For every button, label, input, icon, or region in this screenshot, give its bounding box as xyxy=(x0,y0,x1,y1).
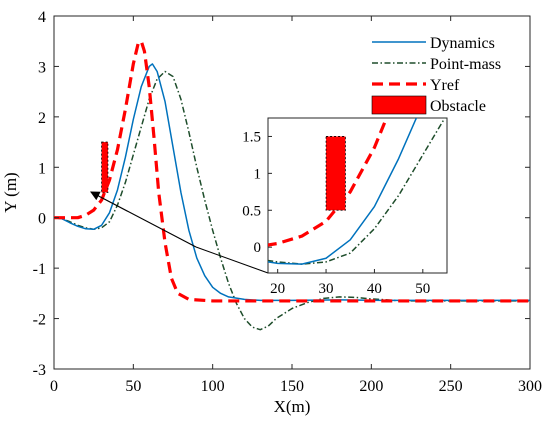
legend-label-yref: Yref xyxy=(430,77,460,94)
x-axis-ticks: 0 50 100 150 200 250 300 xyxy=(50,16,542,395)
main-series-layer xyxy=(54,39,530,331)
y-axis-label: Y (m) xyxy=(1,172,20,212)
inset-x-tick-label: 50 xyxy=(415,281,430,297)
legend: Dynamics Point-mass Yref Obstacle xyxy=(371,35,501,115)
y-tick-label: -2 xyxy=(33,312,46,329)
y-tick-label: 2 xyxy=(38,110,46,127)
x-tick-label: 300 xyxy=(518,378,542,395)
y-tick-label: -1 xyxy=(33,261,46,278)
main-series-line-dynamics xyxy=(54,63,530,302)
x-tick-label: 0 xyxy=(50,378,58,395)
y-tick-label: 1 xyxy=(38,160,46,177)
inset-y-tick-label: 0 xyxy=(254,240,262,256)
inset-y-tick-label: 0.5 xyxy=(242,203,261,219)
inset-obstacle-rect xyxy=(325,136,346,211)
inset-x-tick-label: 40 xyxy=(367,281,382,297)
inset-y-tick-label: 1.5 xyxy=(242,129,261,145)
legend-label-dynamics: Dynamics xyxy=(430,35,495,52)
y-tick-label: 0 xyxy=(38,211,46,228)
inset-y-tick-label: 1 xyxy=(254,166,262,182)
y-axis-ticks: -3 -2 -1 0 1 2 3 4 xyxy=(33,9,530,379)
main-obstacle-rect xyxy=(101,141,109,193)
y-tick-label: 4 xyxy=(38,9,46,26)
legend-swatch-obstacle xyxy=(371,95,427,115)
inset-series-layer xyxy=(268,118,446,265)
x-tick-label: 200 xyxy=(359,378,383,395)
zoom-connector-line xyxy=(195,246,269,274)
inset-series-line-dynamics xyxy=(268,118,418,265)
inset-y-axis-ticks: 0 0.5 1 1.5 xyxy=(242,129,272,256)
x-tick-label: 100 xyxy=(201,378,225,395)
inset-x-tick-label: 30 xyxy=(319,281,334,297)
x-tick-label: 250 xyxy=(439,378,463,395)
main-series-line-yref xyxy=(54,39,530,303)
y-tick-label: -3 xyxy=(33,362,46,379)
x-tick-label: 50 xyxy=(125,378,141,395)
x-axis-label: X(m) xyxy=(274,397,311,416)
legend-label-point-mass: Point-mass xyxy=(430,56,501,73)
inset-series-line-yref xyxy=(268,118,389,247)
zoom-arrow xyxy=(90,191,197,248)
x-tick-label: 150 xyxy=(280,378,304,395)
legend-label-obstacle: Obstacle xyxy=(430,98,486,115)
inset-series-line-point-mass xyxy=(268,118,446,265)
y-tick-label: 3 xyxy=(38,59,46,76)
inset-x-tick-label: 20 xyxy=(270,281,285,297)
inset-plot-area xyxy=(267,117,448,274)
inset-x-axis-ticks: 20 30 40 50 xyxy=(270,269,430,297)
main-series-line-point-mass xyxy=(54,70,530,331)
